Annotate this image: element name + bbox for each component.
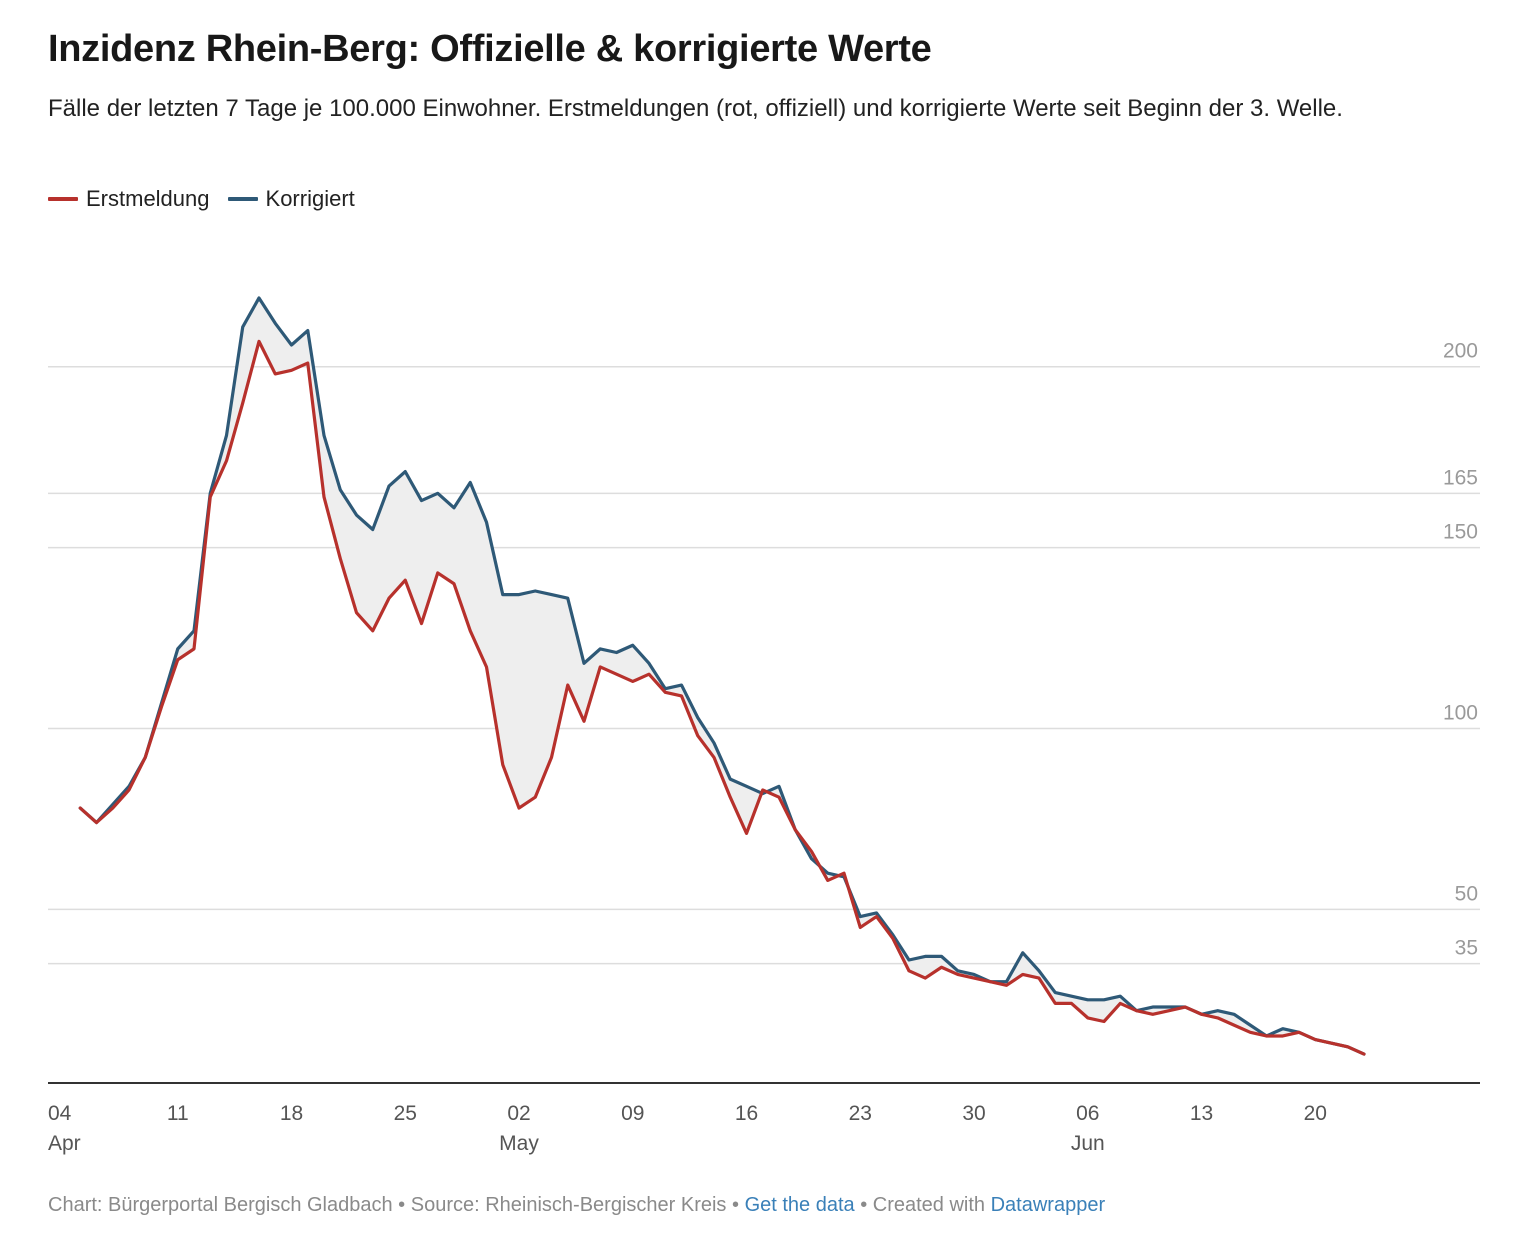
- x-month-label: Apr: [48, 1132, 81, 1155]
- y-tick-label: 150: [1443, 521, 1478, 544]
- series-line-korrigiert: [78, 296, 1366, 1056]
- datawrapper-link[interactable]: Datawrapper: [990, 1194, 1106, 1216]
- x-tick-label: 11: [167, 1102, 189, 1125]
- difference-fill: [80, 297, 1364, 1055]
- x-tick-label: 09: [621, 1102, 644, 1125]
- get-the-data-link[interactable]: Get the data: [744, 1194, 855, 1216]
- y-tick-label: 35: [1455, 937, 1478, 960]
- footer-separator: •: [392, 1194, 411, 1216]
- created-with-text: Created with: [872, 1194, 991, 1216]
- y-tick-label: 165: [1443, 466, 1478, 489]
- x-tick-label: 30: [962, 1102, 985, 1125]
- chart-credit: Chart: Bürgerportal Bergisch Gladbach: [48, 1194, 393, 1216]
- difference-area: [80, 297, 1364, 1055]
- footer: Chart: Bürgerportal Bergisch Gladbach • …: [48, 1194, 1105, 1217]
- x-month-label: Jun: [1071, 1132, 1105, 1155]
- x-month-label: May: [499, 1132, 539, 1155]
- x-tick-label: 23: [849, 1102, 872, 1125]
- footer-separator: •: [854, 1194, 873, 1216]
- x-tick-label: 16: [735, 1102, 758, 1125]
- y-tick-label: 100: [1443, 701, 1478, 724]
- x-tick-label: 02: [507, 1102, 530, 1125]
- x-tick-label: 25: [394, 1102, 417, 1125]
- chart-title: Inzidenz Rhein-Berg: Offizielle & korrig…: [48, 28, 932, 70]
- y-tick-label: 50: [1455, 882, 1478, 905]
- legend-item-korrigiert: Korrigiert: [227, 186, 355, 212]
- x-tick-label: 13: [1190, 1102, 1213, 1125]
- x-tick-label: 20: [1304, 1102, 1327, 1125]
- chart-subtitle: Fälle der letzten 7 Tage je 100.000 Einw…: [48, 95, 1343, 122]
- footer-separator: •: [726, 1194, 745, 1216]
- legend-label-korrigiert: Korrigiert: [265, 186, 355, 211]
- legend-swatch-erstmeldung: [48, 197, 78, 201]
- y-tick-label: 200: [1443, 340, 1478, 363]
- x-tick-label: 18: [280, 1102, 303, 1125]
- legend: Erstmeldung Korrigiert: [48, 186, 355, 212]
- source-credit: Source: Rheinisch-Bergischer Kreis: [410, 1194, 727, 1216]
- x-axis: 04 Apr 11 18 25 02 May 09 16 23 30 06 Jun 13 20: [48, 1082, 1480, 1155]
- legend-swatch-korrigiert: [227, 197, 258, 201]
- series-lines: [78, 296, 1366, 1056]
- legend-label-erstmeldung: Erstmeldung: [86, 186, 210, 211]
- legend-item-erstmeldung: Erstmeldung: [48, 186, 210, 212]
- x-tick-label: 04: [48, 1102, 72, 1125]
- gridlines: 200 165 150 100 50 35: [48, 340, 1480, 965]
- x-tick-label: 06: [1076, 1102, 1099, 1125]
- series-line-erstmeldung: [78, 339, 1366, 1056]
